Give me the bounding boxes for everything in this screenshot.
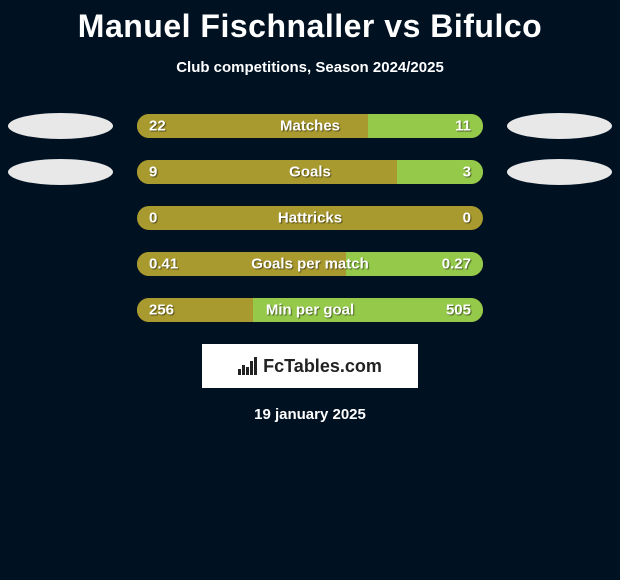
date-label: 19 january 2025	[0, 406, 620, 423]
stat-label: Min per goal	[266, 302, 354, 319]
stat-value-left: 256	[149, 302, 174, 319]
stat-label: Goals	[289, 164, 331, 181]
comparison-infographic: Manuel Fischnaller vs Bifulco Club compe…	[0, 0, 620, 423]
stat-rows: Matches 22 11 Goals 9 3 Hattricks 0 0 Goals per m…	[0, 114, 620, 322]
bar-segment-left	[137, 160, 397, 184]
branding-text: FcTables.com	[263, 356, 382, 377]
player-left-badge	[8, 159, 113, 185]
player-left-badge	[8, 113, 113, 139]
stat-value-left: 0	[149, 210, 157, 227]
stat-bar: Min per goal 256 505	[137, 298, 483, 322]
branding-badge: FcTables.com	[202, 344, 418, 388]
stat-value-right: 505	[446, 302, 471, 319]
stat-label: Matches	[280, 118, 340, 135]
page-title: Manuel Fischnaller vs Bifulco	[0, 8, 620, 45]
stat-row: Goals 9 3	[0, 160, 620, 184]
stat-row: Min per goal 256 505	[0, 298, 620, 322]
stat-value-left: 9	[149, 164, 157, 181]
stat-row: Goals per match 0.41 0.27	[0, 252, 620, 276]
stat-value-right: 0.27	[442, 256, 471, 273]
stat-value-right: 0	[463, 210, 471, 227]
stat-value-left: 0.41	[149, 256, 178, 273]
stat-label: Hattricks	[278, 210, 342, 227]
stat-value-left: 22	[149, 118, 166, 135]
stat-bar: Goals 9 3	[137, 160, 483, 184]
stat-bar: Goals per match 0.41 0.27	[137, 252, 483, 276]
player-right-badge	[507, 113, 612, 139]
stat-label: Goals per match	[251, 256, 369, 273]
page-subtitle: Club competitions, Season 2024/2025	[0, 59, 620, 76]
stat-bar: Matches 22 11	[137, 114, 483, 138]
stat-value-right: 11	[455, 118, 471, 135]
stat-row: Hattricks 0 0	[0, 206, 620, 230]
player-right-badge	[507, 159, 612, 185]
chart-icon	[238, 357, 257, 375]
stat-bar: Hattricks 0 0	[137, 206, 483, 230]
stat-value-right: 3	[463, 164, 471, 181]
stat-row: Matches 22 11	[0, 114, 620, 138]
